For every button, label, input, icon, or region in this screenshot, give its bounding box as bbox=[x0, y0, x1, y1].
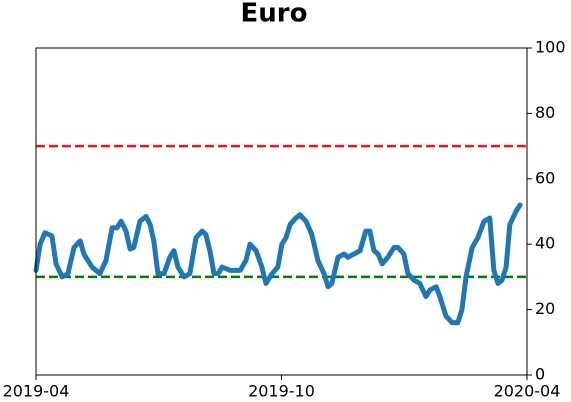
y-tick-label: 100 bbox=[535, 38, 566, 57]
y-tick-label: 40 bbox=[535, 234, 555, 253]
y-tick-label: 0 bbox=[535, 365, 545, 384]
plot-frame bbox=[35, 47, 528, 376]
x-tick-label: 2019-10 bbox=[248, 382, 315, 401]
y-tick-label: 20 bbox=[535, 299, 555, 318]
y-tick-label: 80 bbox=[535, 103, 555, 122]
data-line bbox=[33, 202, 523, 326]
x-tick-label: 2020-04 bbox=[494, 382, 561, 401]
x-tick-label: 2019-04 bbox=[3, 382, 70, 401]
y-tick-label: 60 bbox=[535, 168, 555, 187]
chart-title: Euro bbox=[241, 0, 308, 29]
